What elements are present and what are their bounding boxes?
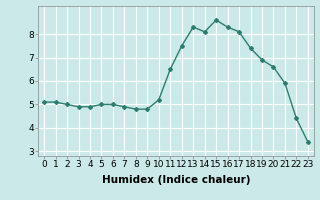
X-axis label: Humidex (Indice chaleur): Humidex (Indice chaleur) xyxy=(102,175,250,185)
